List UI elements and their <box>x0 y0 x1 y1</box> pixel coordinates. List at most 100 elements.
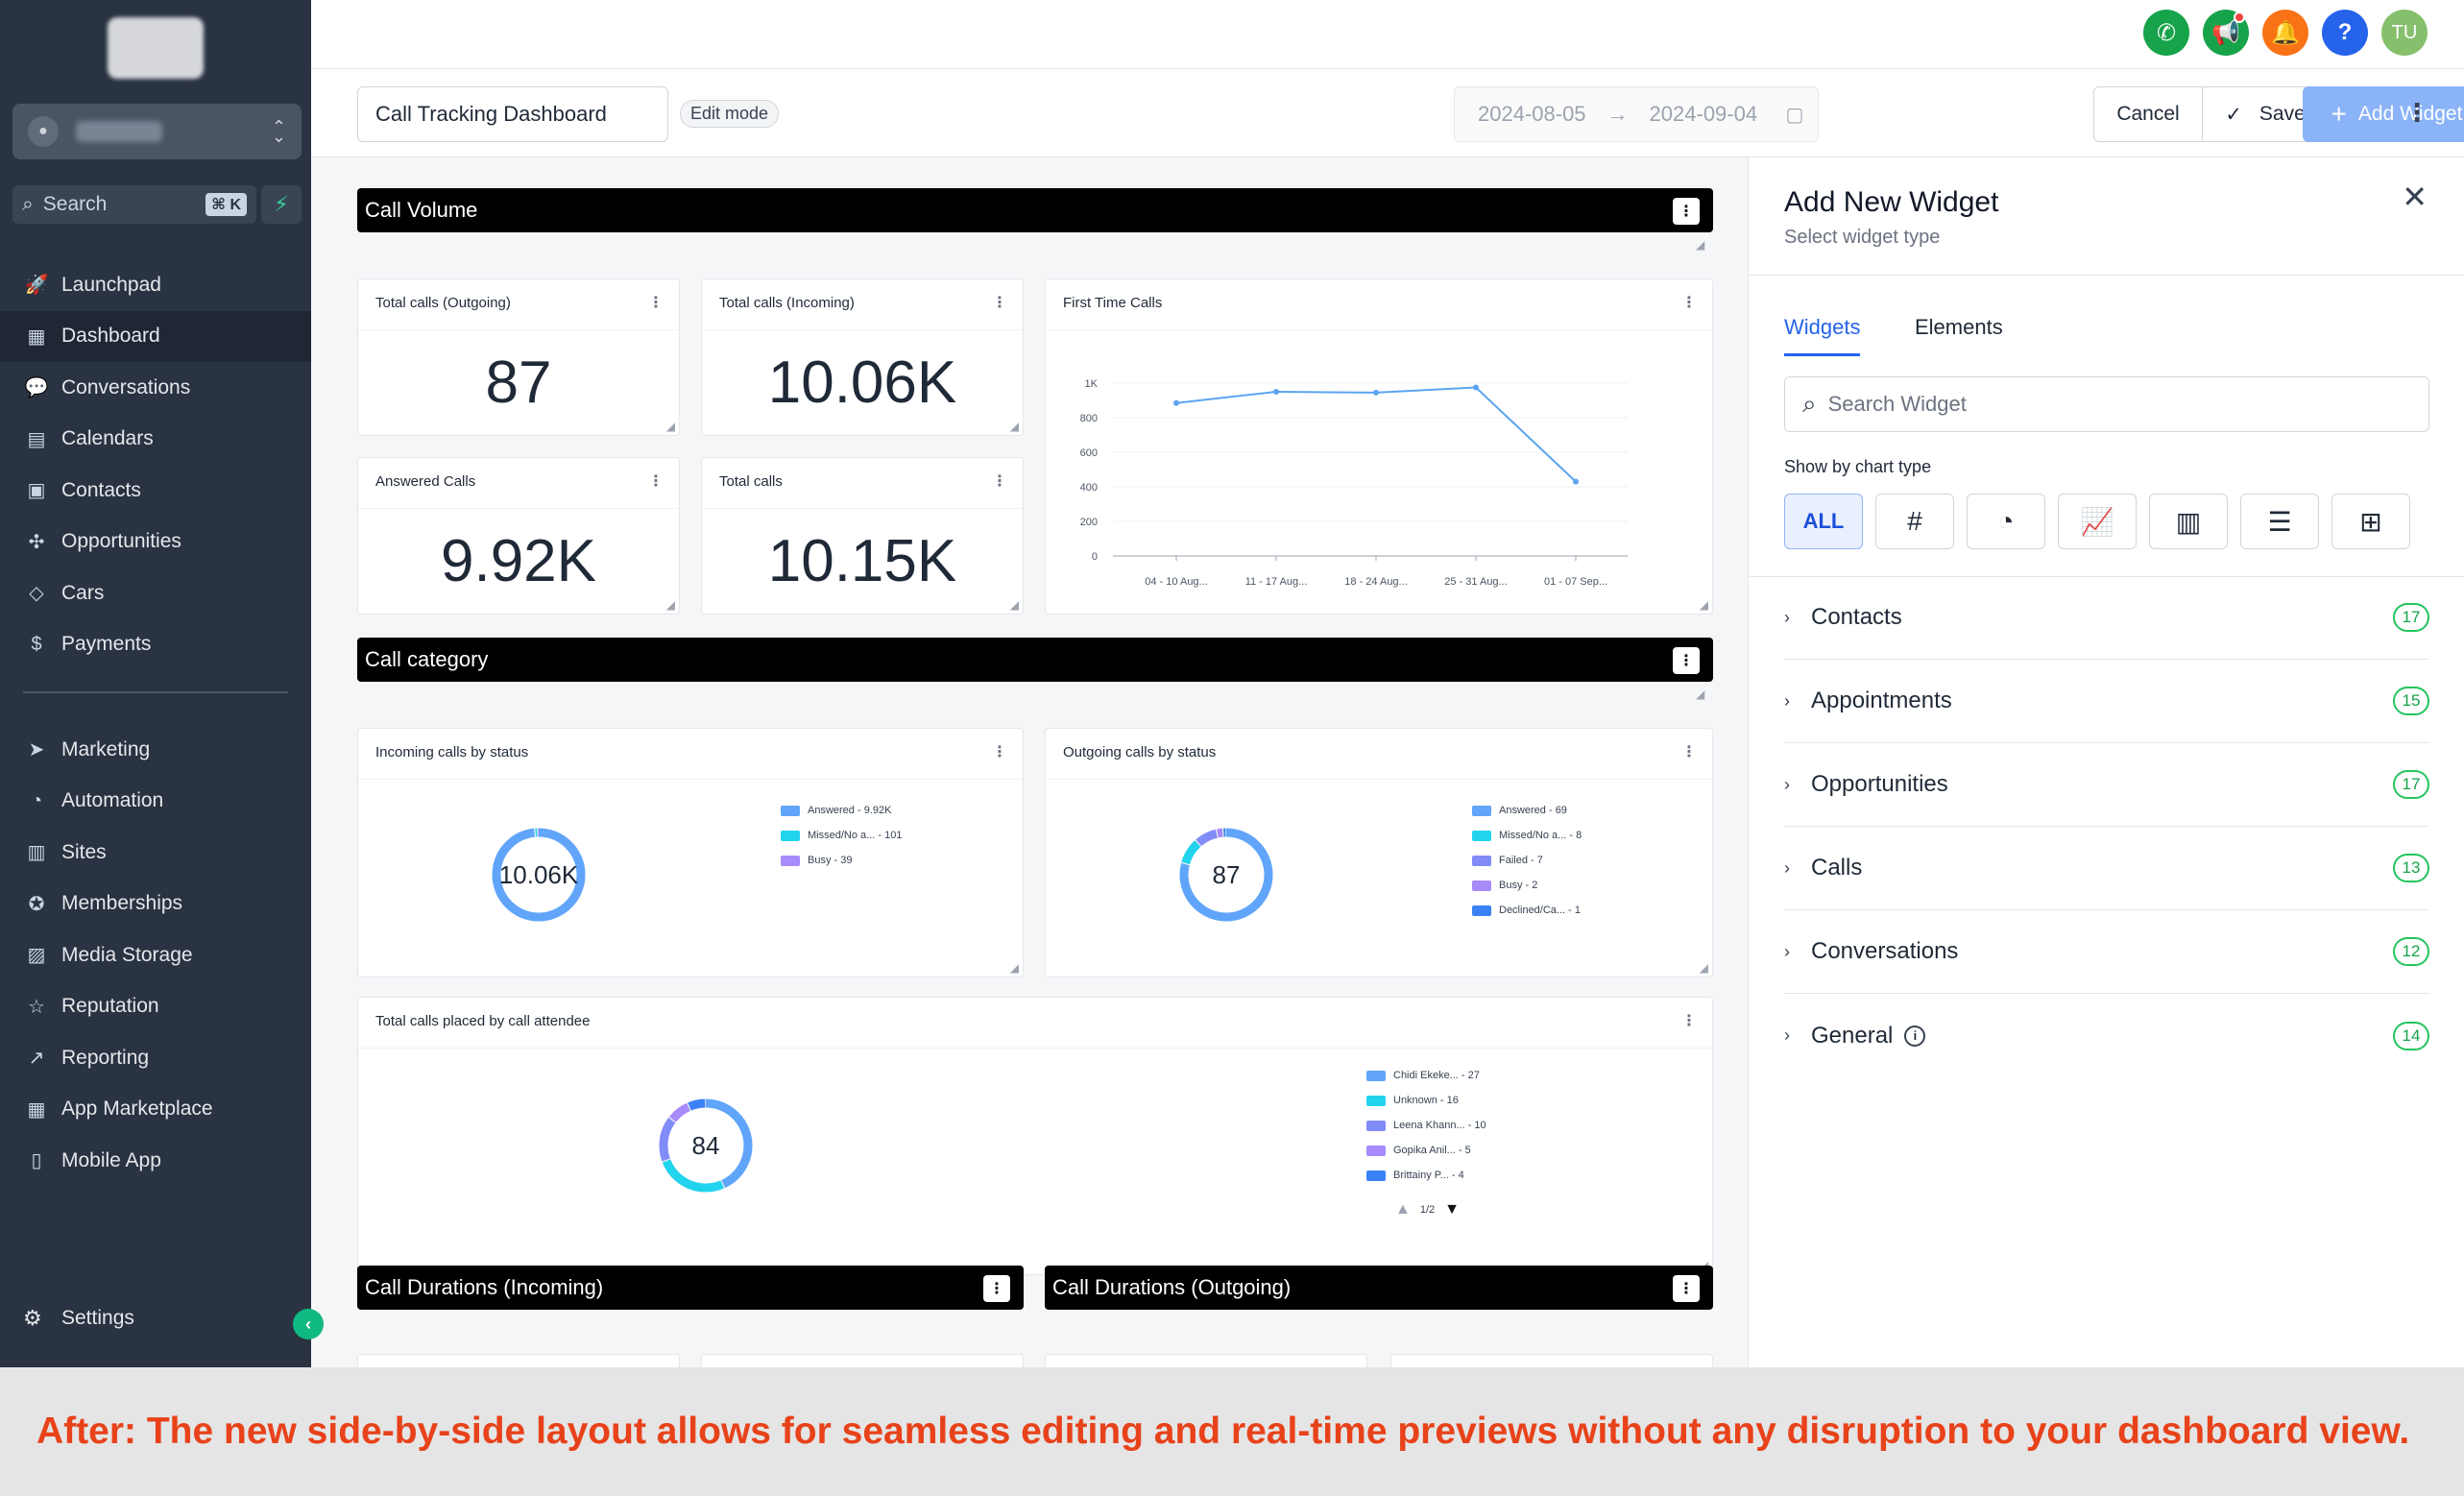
card-menu-icon[interactable]: ⋮ <box>648 295 664 311</box>
resize-handle-icon[interactable]: ◢ <box>1696 688 1705 701</box>
resize-handle-icon[interactable]: ◢ <box>1009 961 1019 975</box>
data-point[interactable] <box>1573 478 1579 485</box>
duration-card[interactable] <box>1045 1354 1367 1367</box>
add-widget-button[interactable]: + Add Widget <box>2303 86 2464 142</box>
chart-type-all-button[interactable]: ALL <box>1784 494 1863 549</box>
bar-chart-icon[interactable]: ▥ <box>2149 494 2228 549</box>
sidebar-item-reporting[interactable]: ↗ Reporting <box>0 1032 311 1084</box>
more-options-icon[interactable]: ⋮ <box>2404 98 2429 127</box>
legend-item[interactable]: Missed/No a... - 8 <box>1472 823 1582 848</box>
legend-item[interactable]: Gopika Anil... - 5 <box>1366 1138 1486 1163</box>
card-menu-icon[interactable]: ⋮ <box>992 744 1007 760</box>
pie-chart-icon[interactable]: ◔ <box>1967 494 2045 549</box>
legend-item[interactable]: Leena Khann... - 10 <box>1366 1113 1486 1138</box>
sidebar-item-reputation[interactable]: ☆ Reputation <box>0 981 311 1033</box>
announcement-icon[interactable]: 📢 <box>2203 10 2249 56</box>
legend-item[interactable]: Chidi Ekeke... - 27 <box>1366 1063 1486 1088</box>
sidebar-item-memberships[interactable]: ✪ Memberships <box>0 879 311 930</box>
data-point[interactable] <box>1373 389 1379 396</box>
card-menu-icon[interactable]: ⋮ <box>992 473 1007 490</box>
sidebar-item-marketing[interactable]: ➤ Marketing <box>0 724 311 776</box>
category-calls[interactable]: › Calls 13 <box>1784 827 2429 910</box>
resize-handle-icon[interactable]: ◢ <box>1696 238 1705 252</box>
hash-icon[interactable]: # <box>1875 494 1954 549</box>
category-general[interactable]: › General i 14 <box>1784 994 2429 1077</box>
donut-slice[interactable] <box>492 828 586 922</box>
sidebar-item-contacts[interactable]: ▣ Contacts <box>0 465 311 517</box>
sidebar-item-mobile-app[interactable]: ▯ Mobile App <box>0 1135 311 1187</box>
sidebar-item-opportunities[interactable]: ✣ Opportunities <box>0 517 311 568</box>
section-menu-icon[interactable]: ⋮ <box>983 1275 1010 1302</box>
resize-handle-icon[interactable]: ◢ <box>665 598 675 612</box>
table-icon[interactable]: ⊞ <box>2331 494 2410 549</box>
resize-handle-icon[interactable]: ◢ <box>1009 420 1019 433</box>
help-icon[interactable]: ? <box>2322 10 2368 56</box>
date-range-picker[interactable]: 2024-08-05 → 2024-09-04 ▢ <box>1454 86 1819 142</box>
legend-item[interactable]: Brittainy P... - 4 <box>1366 1163 1486 1188</box>
quick-action-bolt-icon[interactable]: ⚡ <box>261 185 302 224</box>
card-menu-icon[interactable]: ⋮ <box>1681 1013 1697 1029</box>
card-menu-icon[interactable]: ⋮ <box>1681 744 1697 760</box>
horizontal-bar-chart-icon[interactable]: ☰ <box>2240 494 2319 549</box>
legend-item[interactable]: Unknown - 16 <box>1366 1088 1486 1113</box>
legend-item[interactable]: Missed/No a... - 101 <box>781 823 902 848</box>
section-menu-icon[interactable]: ⋮ <box>1673 198 1700 225</box>
duration-card[interactable] <box>701 1354 1024 1367</box>
legend-item[interactable]: Declined/Ca... - 1 <box>1472 898 1582 923</box>
legend-item[interactable]: Busy - 39 <box>781 848 902 873</box>
bell-icon[interactable]: 🔔 <box>2262 10 2308 56</box>
chart-card-outgoing-status[interactable]: Outgoing calls by status ⋮ 87 Answered -… <box>1045 728 1713 977</box>
pager-prev-icon[interactable]: ▲ <box>1395 1201 1411 1218</box>
widget-search-input[interactable]: ⌕ Search Widget <box>1784 376 2429 432</box>
sidebar-item-sites[interactable]: ▥ Sites <box>0 827 311 879</box>
duration-card[interactable] <box>1390 1354 1713 1367</box>
donut-slice[interactable] <box>659 1098 753 1193</box>
sidebar-item-cars[interactable]: ◇ Cars <box>0 567 311 619</box>
section-menu-icon[interactable]: ⋮ <box>1673 647 1700 674</box>
resize-handle-icon[interactable]: ◢ <box>1009 598 1019 612</box>
donut-slice[interactable] <box>1179 828 1273 922</box>
category-appointments[interactable]: › Appointments 15 <box>1784 660 2429 743</box>
section-menu-icon[interactable]: ⋮ <box>1673 1275 1700 1302</box>
stat-card-incoming[interactable]: Total calls (Incoming) ⋮ 10.06K ◢ <box>701 278 1024 436</box>
card-menu-icon[interactable]: ⋮ <box>1681 295 1697 311</box>
donut-slice[interactable] <box>659 1098 753 1193</box>
card-menu-icon[interactable]: ⋮ <box>992 295 1007 311</box>
duration-card[interactable] <box>357 1354 680 1367</box>
sidebar-item-calendars[interactable]: ▤ Calendars <box>0 414 311 466</box>
cancel-button[interactable]: Cancel <box>2093 86 2203 142</box>
sidebar-item-media-storage[interactable]: ▨ Media Storage <box>0 929 311 981</box>
location-switcher[interactable]: ● ⌃ ⌄ <box>12 104 302 159</box>
line-chart-icon[interactable]: 📈 <box>2058 494 2137 549</box>
section-header-call-volume[interactable]: Call Volume ⋮ <box>357 188 1713 232</box>
section-header-call-category[interactable]: Call category ⋮ <box>357 638 1713 682</box>
data-point[interactable] <box>1473 384 1479 391</box>
donut-slice[interactable] <box>659 1098 753 1193</box>
legend-item[interactable]: Answered - 69 <box>1472 798 1582 823</box>
sidebar-item-app-marketplace[interactable]: ▦ App Marketplace <box>0 1084 311 1136</box>
legend-item[interactable]: Answered - 9.92K <box>781 798 902 823</box>
chart-card-call-attendee[interactable]: Total calls placed by call attendee ⋮ 84… <box>357 997 1713 1275</box>
sidebar-item-dashboard[interactable]: ▦ Dashboard <box>0 310 311 362</box>
sidebar-item-automation[interactable]: ◔ Automation <box>0 776 311 828</box>
sidebar-search[interactable]: ⌕ Search ⌘ K <box>12 185 256 224</box>
collapse-sidebar-button[interactable]: ‹ <box>293 1309 324 1339</box>
resize-handle-icon[interactable]: ◢ <box>1699 961 1708 975</box>
sidebar-item-conversations[interactable]: 💬 Conversations <box>0 362 311 414</box>
stat-card-total[interactable]: Total calls ⋮ 10.15K ◢ <box>701 457 1024 615</box>
data-point[interactable] <box>1273 389 1279 395</box>
resize-handle-icon[interactable]: ◢ <box>1699 598 1708 612</box>
section-header-durations-incoming[interactable]: Call Durations (Incoming) ⋮ <box>357 1266 1024 1310</box>
pager-next-icon[interactable]: ▼ <box>1444 1201 1460 1218</box>
close-icon[interactable]: ✕ <box>2402 180 2428 214</box>
stat-card-outgoing[interactable]: Total calls (Outgoing) ⋮ 87 ◢ <box>357 278 680 436</box>
stat-card-answered[interactable]: Answered Calls ⋮ 9.92K ◢ <box>357 457 680 615</box>
tab-widgets[interactable]: Widgets <box>1784 315 1861 356</box>
sidebar-item-settings[interactable]: ⚙ Settings <box>23 1306 134 1331</box>
legend-item[interactable]: Failed - 7 <box>1472 848 1582 873</box>
category-opportunities[interactable]: › Opportunities 17 <box>1784 743 2429 827</box>
tab-elements[interactable]: Elements <box>1915 315 2003 339</box>
user-avatar[interactable]: TU <box>2381 10 2428 56</box>
sidebar-item-launchpad[interactable]: 🚀 Launchpad <box>0 259 311 311</box>
phone-icon[interactable]: ✆ <box>2143 10 2189 56</box>
